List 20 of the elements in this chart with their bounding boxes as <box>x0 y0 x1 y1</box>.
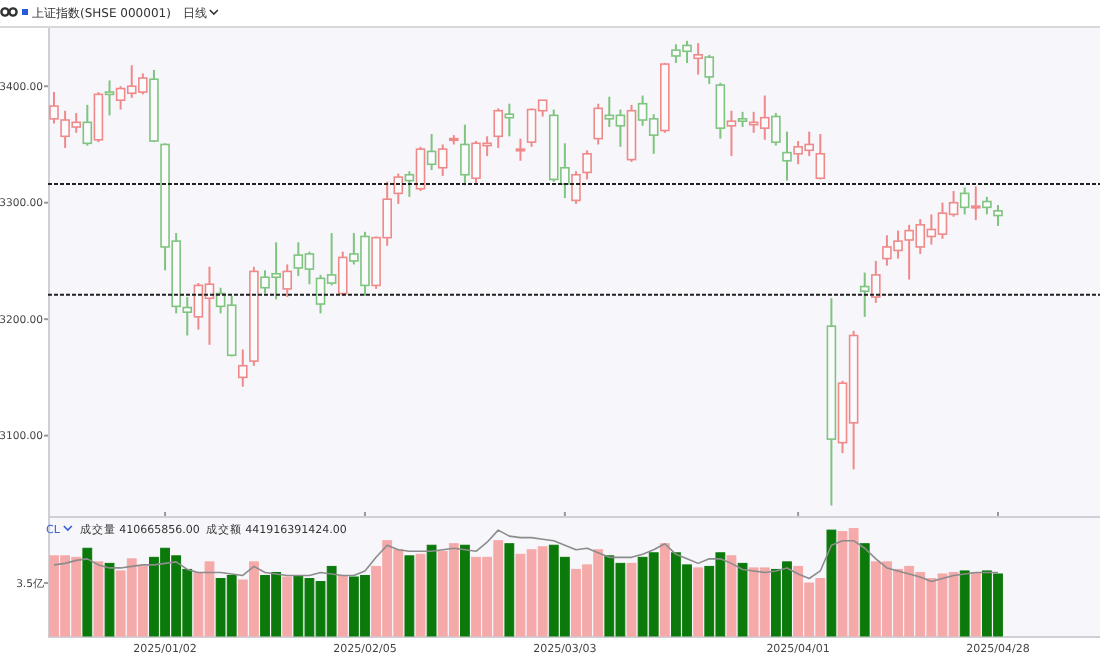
bar <box>826 529 837 637</box>
bar <box>93 561 104 637</box>
bar <box>460 544 470 637</box>
bar <box>415 553 426 637</box>
bar <box>970 571 981 637</box>
bar <box>626 562 637 637</box>
bar <box>282 576 293 637</box>
bar <box>726 555 737 637</box>
bar <box>959 570 970 637</box>
bar <box>693 567 704 637</box>
bar <box>337 574 348 637</box>
bar <box>737 562 748 637</box>
bar <box>104 562 115 637</box>
bar <box>504 543 515 637</box>
bar <box>659 543 670 637</box>
bar <box>859 543 870 637</box>
bar <box>404 555 415 637</box>
bar <box>82 547 93 637</box>
bar <box>426 544 437 637</box>
candlestick <box>238 348 248 388</box>
